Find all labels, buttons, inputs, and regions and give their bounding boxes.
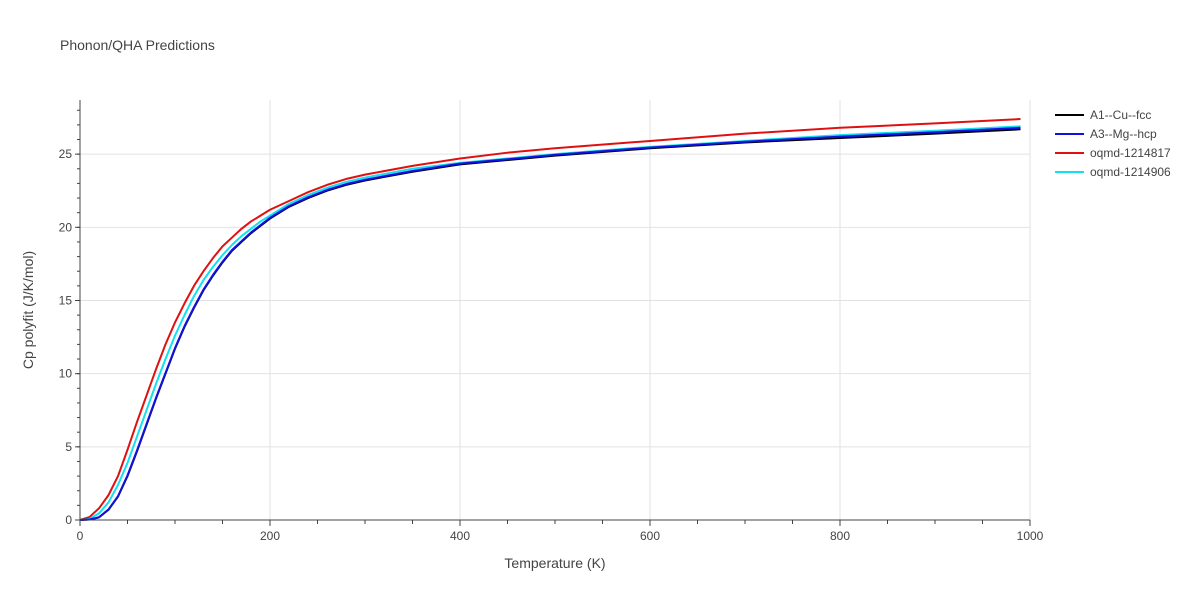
series-line-oqmd-1214817 xyxy=(79,118,1021,521)
axes xyxy=(75,100,1031,526)
x-tick-label: 400 xyxy=(450,529,470,543)
legend-item[interactable]: oqmd-1214817 xyxy=(1055,146,1171,160)
tick-labels: 0 200 400 600 800 1000 0 5 10 15 20 25 xyxy=(59,147,1044,543)
y-tick-label: 10 xyxy=(59,367,73,381)
x-tick-label: 600 xyxy=(640,529,660,543)
legend-item[interactable]: oqmd-1214906 xyxy=(1055,165,1171,179)
legend-label: oqmd-1214817 xyxy=(1090,146,1171,160)
y-tick-label: 20 xyxy=(59,220,73,234)
legend-item[interactable]: A1--Cu--fcc xyxy=(1055,108,1151,122)
legend[interactable]: A1--Cu--fcc A3--Mg--hcp oqmd-1214817 oqmd-1… xyxy=(1055,108,1171,179)
series-line-A3--Mg--hcp xyxy=(79,126,1021,521)
y-tick-label: 25 xyxy=(59,147,73,161)
series-layer xyxy=(79,118,1021,521)
legend-item[interactable]: A3--Mg--hcp xyxy=(1055,127,1157,141)
y-tick-label: 0 xyxy=(65,513,72,527)
legend-label: A1--Cu--fcc xyxy=(1090,108,1151,122)
x-tick-label: 200 xyxy=(260,529,280,543)
y-axis-title: Cp polyfit (J/K/mol) xyxy=(20,251,36,369)
x-tick-label: 800 xyxy=(830,529,850,543)
y-tick-label: 15 xyxy=(59,293,73,307)
legend-label: A3--Mg--hcp xyxy=(1090,127,1157,141)
chart-title: Phonon/QHA Predictions xyxy=(60,37,215,53)
legend-label: oqmd-1214906 xyxy=(1090,165,1171,179)
x-tick-label: 1000 xyxy=(1017,529,1044,543)
x-axis-title: Temperature (K) xyxy=(504,555,605,571)
x-tick-label: 0 xyxy=(77,529,84,543)
y-tick-label: 5 xyxy=(65,440,72,454)
